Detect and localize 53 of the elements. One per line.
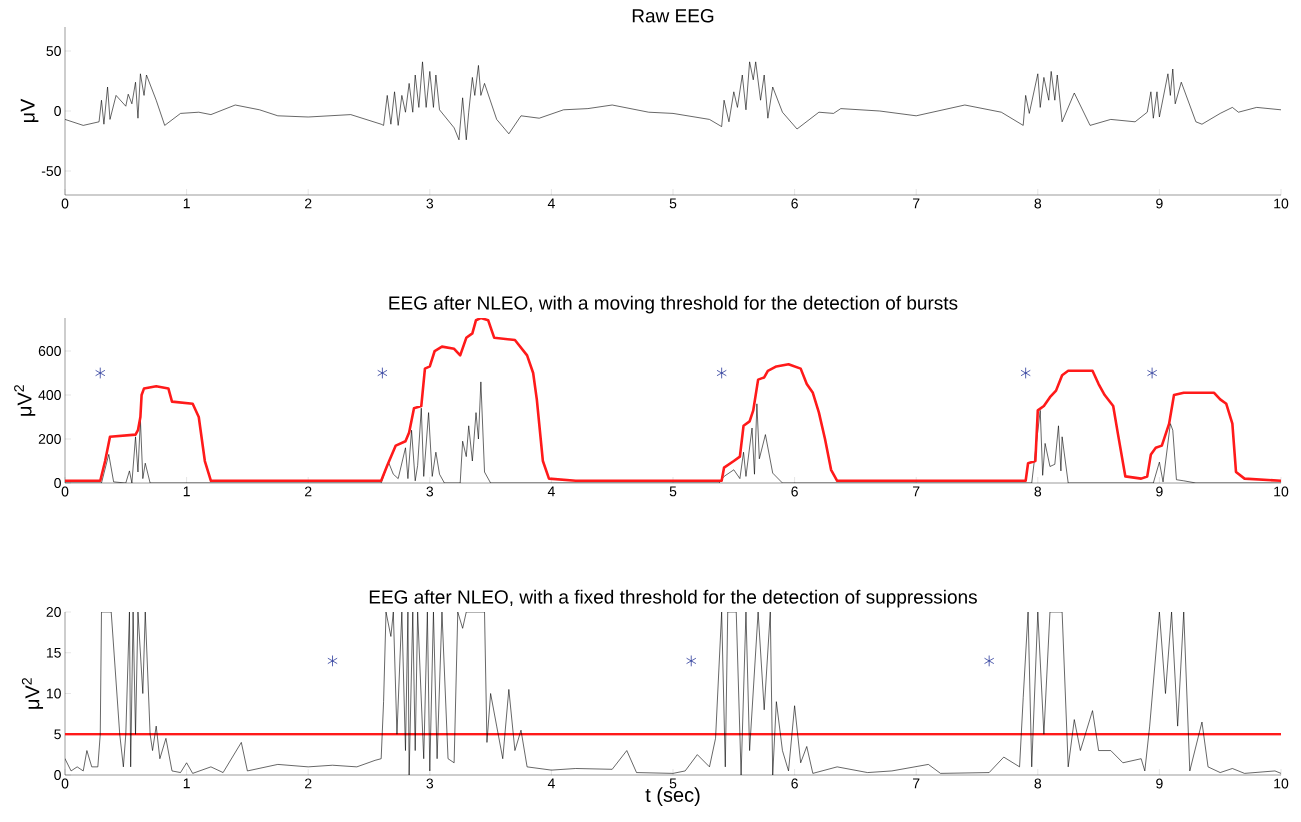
y-tick-label: 0 [54,106,61,116]
x-tick-label: 4 [547,778,555,789]
x-tick-label: 10 [1274,198,1289,209]
x-tick-label: 10 [1274,778,1289,789]
x-tick-label: 1 [183,486,190,497]
x-tick-label: 0 [61,486,69,497]
x-tick-label: 8 [1034,198,1042,209]
y-tick-label: 200 [38,434,61,444]
y-tick-label: 0 [54,770,61,780]
x-tick-label: 10 [1274,486,1289,497]
x-tick-label: 6 [791,778,798,789]
x-tick-label: 7 [913,198,920,209]
x-tick-label: 0 [61,778,69,789]
y-tick-label: 600 [38,346,61,356]
x-tick-label: 3 [426,778,434,789]
x-tick-label: 1 [183,198,190,209]
x-tick-label: 7 [913,486,920,497]
y-axis-title: μV$^{2}$ [14,385,36,416]
x-tick-label: 6 [791,486,798,497]
x-tick-label: 8 [1034,486,1042,497]
y-tick-label: 10 [46,688,61,699]
x-tick-label: 9 [1156,778,1163,789]
x-tick-label: 4 [547,486,555,497]
chart-title: EEG after NLEO, with a moving threshold for the detection of bursts [389,295,958,314]
chart-title: EEG after NLEO, with a fixed threshold for the detection of suppressions [369,589,977,608]
chart-title: Raw EEG [632,9,714,23]
x-tick-label: 3 [426,486,434,497]
y-tick-label: 400 [38,390,61,400]
x-tick-label: 9 [1156,198,1163,209]
x-tick-label: 5 [669,778,677,789]
y-axis-title: μV [20,98,39,123]
x-axis-title: t (sec) [645,787,700,806]
x-tick-label: 0 [61,198,69,209]
x-tick-label: 3 [426,198,434,209]
x-tick-label: 4 [547,198,555,209]
y-tick-label: 15 [46,647,61,658]
y-tick-label: -50 [41,166,61,176]
x-tick-label: 8 [1034,778,1042,789]
x-tick-label: 5 [669,198,677,209]
x-tick-label: 2 [305,778,312,789]
y-tick-label: 5 [54,729,61,740]
x-tick-label: 6 [791,198,798,209]
x-tick-label: 2 [305,198,312,209]
x-tick-label: 2 [305,486,312,497]
y-tick-label: 20 [46,607,61,617]
x-tick-label: 7 [913,778,920,789]
y-axis-title: μV$^{2}$ [21,678,44,709]
y-tick-label: 0 [54,478,61,488]
y-tick-label: 50 [46,46,61,56]
line-series [65,318,1281,483]
x-tick-label: 9 [1156,486,1163,497]
x-tick-label: 1 [183,778,190,789]
x-tick-label: 5 [669,486,677,497]
